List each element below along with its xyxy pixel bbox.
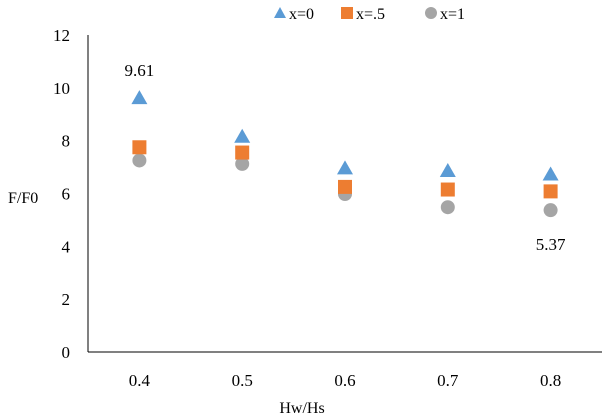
legend-label: x=1 bbox=[440, 6, 465, 23]
data-point-triangle bbox=[337, 160, 353, 175]
y-tick-label: 6 bbox=[62, 185, 71, 204]
legend: x=0 x=.5 x=1 bbox=[274, 6, 465, 23]
legend-marker-triangle bbox=[274, 7, 286, 18]
x-tick-label: 0.8 bbox=[540, 371, 561, 390]
legend-marker-circle bbox=[425, 7, 437, 19]
data-point-triangle bbox=[439, 163, 456, 178]
legend-label: x=0 bbox=[289, 6, 314, 23]
x-tick-label: 0.5 bbox=[232, 371, 253, 390]
data-point-circle bbox=[440, 200, 455, 215]
data-point-triangle bbox=[234, 128, 251, 143]
y-axis-title: F/F0 bbox=[8, 190, 38, 207]
data-point-circle bbox=[132, 153, 147, 168]
data-point-triangle bbox=[542, 166, 559, 181]
x-axis-ticks: 0.4 0.5 0.6 0.7 0.8 bbox=[129, 371, 561, 390]
x-axis-title: Hw/Hs bbox=[279, 400, 324, 417]
data-label: 5.37 bbox=[536, 235, 566, 254]
data-point-square bbox=[132, 140, 147, 155]
data-point-square bbox=[543, 184, 558, 199]
y-axis-ticks: 0 2 4 6 8 10 12 bbox=[53, 26, 71, 362]
x-tick-label: 0.6 bbox=[334, 371, 355, 390]
legend-label: x=.5 bbox=[356, 6, 385, 23]
data-labels: 9.61 5.37 bbox=[125, 61, 566, 254]
y-tick-label: 12 bbox=[53, 26, 70, 45]
data-point-square bbox=[235, 145, 250, 160]
data-points bbox=[131, 90, 559, 218]
data-point-circle bbox=[235, 156, 250, 171]
data-point-square bbox=[338, 179, 352, 194]
data-point-square bbox=[440, 182, 455, 197]
y-tick-label: 2 bbox=[62, 290, 71, 309]
x-tick-label: 0.4 bbox=[129, 371, 151, 390]
y-tick-label: 4 bbox=[62, 237, 71, 256]
data-label: 9.61 bbox=[125, 61, 155, 80]
y-tick-label: 0 bbox=[62, 343, 71, 362]
data-point-circle bbox=[543, 203, 558, 218]
y-tick-label: 8 bbox=[62, 132, 71, 151]
data-point-triangle bbox=[131, 90, 148, 105]
legend-marker-square bbox=[341, 7, 353, 19]
y-tick-label: 10 bbox=[53, 79, 70, 98]
x-tick-label: 0.7 bbox=[437, 371, 459, 390]
